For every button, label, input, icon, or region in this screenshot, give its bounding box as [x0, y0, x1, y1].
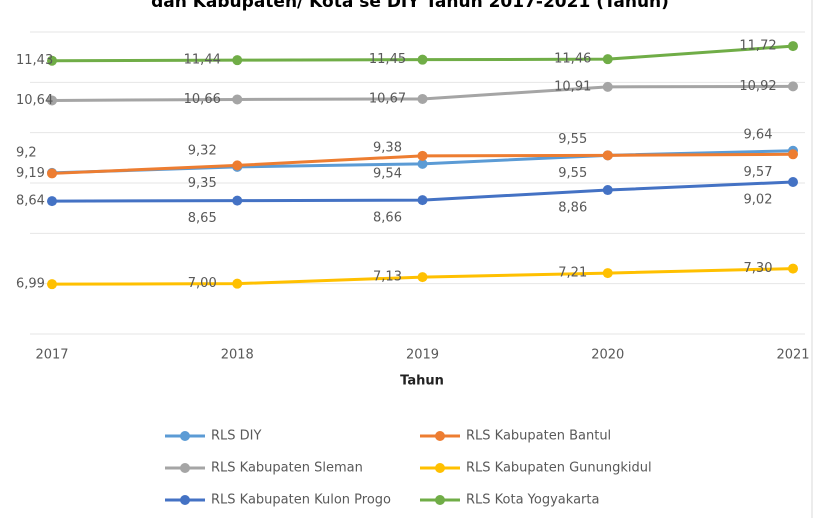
data-label: 8,66	[373, 211, 402, 226]
data-point	[47, 95, 57, 106]
legend-marker	[435, 463, 445, 473]
data-label: 9,57	[744, 165, 773, 180]
legend-label: RLS Kota Yogyakarta	[466, 493, 599, 508]
data-label: 10,92	[739, 79, 776, 94]
data-label: 9,32	[188, 143, 217, 158]
chart-title: dan Kabupaten/ Kota se DIY Tahun 2017-20…	[151, 0, 669, 12]
data-label: 11,46	[554, 52, 591, 67]
legend-label: RLS Kabupaten Bantul	[466, 429, 611, 444]
x-tick-label: 2018	[221, 348, 254, 363]
data-point	[232, 94, 243, 105]
data-label: 11,44	[184, 53, 221, 68]
legend-label: RLS Kabupaten Sleman	[211, 461, 363, 476]
data-label: 8,64	[16, 194, 45, 209]
data-label: 8,86	[558, 201, 587, 216]
data-label: 8,65	[188, 211, 217, 226]
data-label: 11,45	[369, 52, 406, 67]
data-point	[417, 54, 428, 65]
x-axis-title: Tahun	[400, 374, 444, 389]
x-tick-label: 2020	[591, 348, 624, 363]
data-point	[602, 54, 613, 65]
data-point	[417, 158, 428, 169]
data-point	[602, 268, 613, 279]
x-tick-label: 2019	[406, 348, 439, 363]
data-label: 9,55	[558, 166, 587, 181]
legend-marker	[180, 495, 190, 505]
data-point	[417, 272, 428, 283]
data-label: 9,38	[373, 140, 402, 155]
data-label: 9,35	[188, 176, 217, 191]
data-point	[232, 278, 243, 289]
data-point	[232, 195, 243, 206]
legend-marker	[435, 495, 445, 505]
x-tick-label: 2017	[35, 348, 68, 363]
data-point	[232, 55, 243, 66]
legend-marker	[180, 463, 190, 473]
legend-label: RLS DIY	[211, 429, 262, 444]
data-point	[47, 279, 57, 290]
data-point	[788, 263, 798, 274]
x-tick-label: 2021	[776, 348, 809, 363]
data-point	[788, 81, 798, 92]
data-point	[788, 176, 798, 187]
data-label: 10,91	[554, 79, 591, 94]
data-point	[232, 160, 243, 171]
data-label: 11,43	[16, 53, 53, 68]
data-point	[417, 195, 428, 206]
data-label: 9,64	[744, 127, 773, 142]
legend-marker	[435, 431, 445, 441]
data-label: 7,13	[373, 270, 402, 285]
data-label: 7,00	[188, 276, 217, 291]
data-label: 10,67	[369, 91, 406, 106]
data-label: 9,02	[744, 192, 773, 207]
data-point	[47, 196, 57, 207]
data-point	[602, 150, 613, 161]
data-label: 10,66	[184, 92, 221, 107]
data-label: 9,2	[16, 145, 37, 160]
data-label: 10,64	[16, 93, 53, 108]
legend-label: RLS Kabupaten Gunungkidul	[466, 461, 652, 476]
data-point	[417, 150, 428, 161]
data-point	[788, 149, 798, 160]
data-label: 7,21	[558, 266, 587, 281]
data-point	[47, 55, 57, 66]
data-point	[602, 81, 613, 92]
data-label: 9,55	[558, 132, 587, 147]
legend-marker	[180, 431, 190, 441]
data-label: 9,19	[16, 166, 45, 181]
data-label: 11,72	[739, 39, 776, 54]
data-label: 7,30	[744, 261, 773, 276]
data-point	[417, 93, 428, 104]
legend-label: RLS Kabupaten Kulon Progo	[211, 493, 391, 508]
data-point	[788, 41, 798, 52]
data-point	[602, 185, 613, 196]
data-label: 9,54	[373, 166, 402, 181]
data-point	[47, 168, 57, 179]
data-label: 6,99	[16, 277, 45, 292]
